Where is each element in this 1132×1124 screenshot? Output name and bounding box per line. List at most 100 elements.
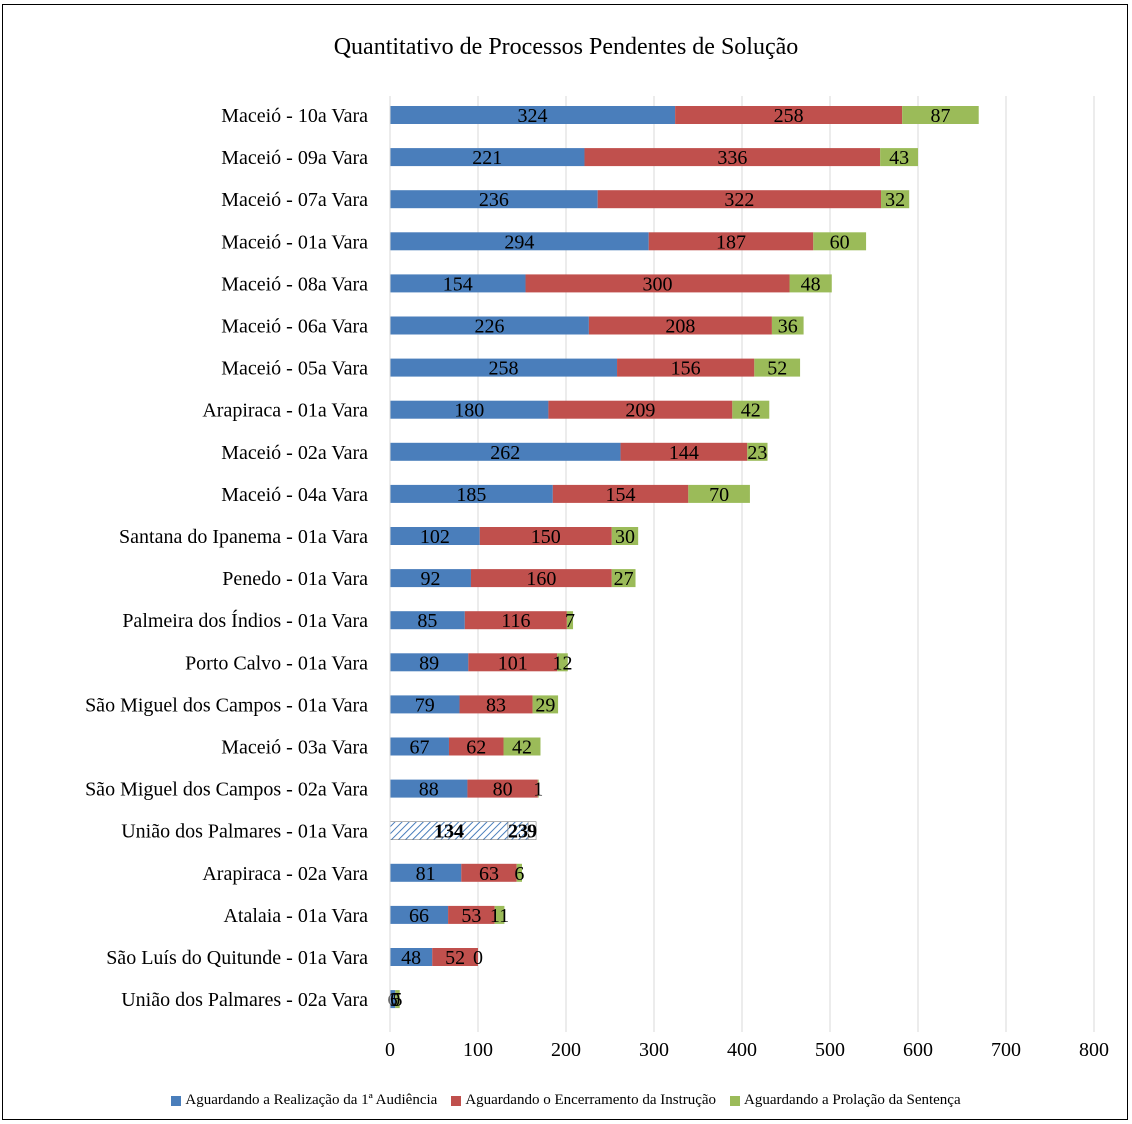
bar-segment (675, 106, 903, 124)
chart-frame (2, 4, 1128, 1120)
category-label: União dos Palmares - 02a Vara (121, 989, 368, 1011)
category-label: Maceió - 09a Vara (221, 147, 368, 169)
bar-segment (902, 106, 979, 124)
bar-segment (390, 948, 433, 966)
data-label: 32 (885, 189, 905, 211)
bar-segment (494, 905, 505, 924)
data-label: 85 (417, 610, 437, 632)
bar-segment (525, 274, 790, 293)
category-label: Arapiraca - 01a Vara (202, 400, 368, 422)
data-label: 300 (643, 273, 673, 295)
bar-segment (390, 653, 469, 672)
data-label: 42 (741, 400, 761, 422)
data-label: 23 (747, 442, 767, 464)
bar-segment (617, 358, 755, 377)
bar-segment (390, 905, 449, 924)
bar-segment (747, 442, 768, 461)
data-label: 66 (409, 905, 429, 927)
data-label: 221 (472, 147, 502, 169)
data-label: 134 (434, 821, 464, 843)
category-label: Maceió - 04a Vara (221, 484, 368, 506)
data-label: 79 (415, 694, 435, 716)
bar-segment (390, 190, 598, 209)
data-label: 160 (526, 568, 556, 590)
data-label: 156 (671, 358, 701, 380)
data-label: 43 (889, 147, 909, 169)
bar-segment (448, 905, 495, 924)
data-label: 53 (461, 905, 481, 927)
bar-segment (470, 569, 612, 588)
category-label: São Luís do Quitunde - 01a Vara (106, 947, 368, 969)
data-label: 89 (419, 652, 439, 674)
data-label: 6 (388, 989, 398, 1011)
data-label: 258 (489, 358, 519, 380)
bar-segment (611, 569, 636, 588)
data-label: 52 (445, 947, 465, 969)
data-label: 236 (479, 189, 509, 211)
data-label: 48 (401, 947, 421, 969)
data-label: 42 (512, 737, 532, 759)
data-label: 336 (717, 147, 747, 169)
data-label: 83 (486, 694, 506, 716)
bar-segment (516, 863, 522, 882)
data-label: 11 (490, 905, 509, 927)
bar-segment (611, 527, 639, 545)
x-tick-label: 400 (727, 1039, 757, 1061)
data-label: 92 (420, 568, 440, 590)
legend-swatch (451, 1095, 462, 1106)
bar-segment (390, 569, 471, 588)
data-label: 185 (456, 484, 486, 506)
bar-segment (390, 737, 449, 756)
x-tick-label: 200 (551, 1039, 581, 1061)
category-label: São Miguel dos Campos - 01a Vara (85, 694, 368, 716)
bar-segment (537, 779, 539, 798)
data-label: 60 (830, 231, 850, 253)
bar-segment (390, 358, 618, 377)
legend-swatch (730, 1095, 741, 1106)
bar-segment (688, 484, 750, 503)
data-label: 262 (490, 442, 520, 464)
chart-legend: Aguardando a Realização da 1ª Audiência A… (0, 1092, 1132, 1109)
data-label: 12 (552, 652, 572, 674)
bar-segment (881, 190, 910, 209)
bar-segment (467, 779, 538, 798)
data-label: 258 (774, 105, 804, 127)
category-label: Santana do Ipanema - 01a Vara (119, 526, 368, 548)
legend-item: Aguardando o Encerramento da Instrução (451, 1092, 716, 1109)
category-label: Penedo - 01a Vara (222, 568, 368, 590)
data-label: 67 (409, 737, 429, 759)
data-label: 154 (443, 273, 473, 295)
bar-segment (548, 400, 733, 419)
data-label: 87 (930, 105, 950, 127)
category-label: Maceió - 10a Vara (221, 105, 368, 127)
data-label: 88 (419, 779, 439, 801)
bar-segment (479, 527, 612, 545)
bar-segment (620, 442, 748, 461)
category-label: Maceió - 08a Vara (221, 273, 368, 295)
legend-swatch (171, 1095, 182, 1106)
bar-segment (390, 232, 649, 251)
bar-segment (390, 274, 526, 293)
category-label: Palmeira dos Índios - 01a Vara (122, 609, 368, 632)
data-label: 52 (767, 358, 787, 380)
bar-segment (390, 779, 468, 798)
category-label: Atalaia - 01a Vara (223, 905, 368, 927)
bar-segment (732, 400, 770, 419)
data-label: 62 (466, 737, 486, 759)
bar-segment (390, 148, 585, 167)
data-label: 180 (454, 400, 484, 422)
data-label: 5 (392, 989, 402, 1011)
bar-segment (532, 695, 559, 714)
data-label: 294 (504, 231, 534, 253)
data-label: 187 (716, 231, 746, 253)
bar-segment (754, 358, 801, 377)
legend-item: Aguardando a Realização da 1ª Audiência (171, 1092, 437, 1109)
bar-segment (566, 611, 574, 630)
data-label: 27 (614, 568, 634, 590)
x-tick-label: 800 (1079, 1039, 1109, 1061)
bar-segment (459, 695, 533, 714)
bar-segment (390, 527, 480, 545)
bar-segment (395, 990, 400, 1009)
category-label: Maceió - 06a Vara (221, 316, 368, 338)
